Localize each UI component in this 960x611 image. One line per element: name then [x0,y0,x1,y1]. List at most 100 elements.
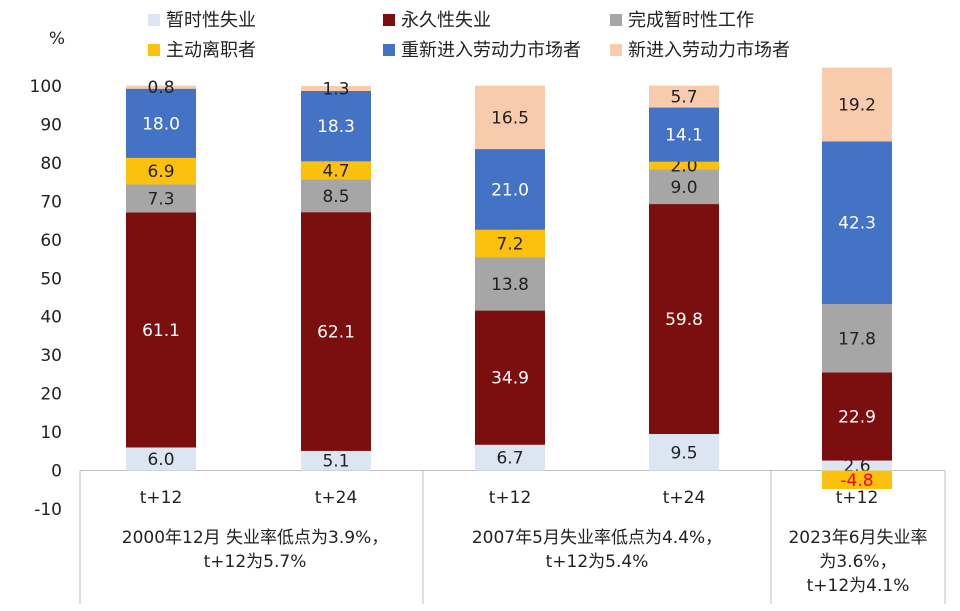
y-tick-label: 30 [40,346,62,366]
bar-segment [649,161,719,170]
y-tick-label: 80 [40,154,62,174]
category-label: t+24 [315,488,358,508]
category-label: t+12 [140,488,183,508]
group-label: t+12为4.1% [807,576,910,596]
legend-label: 永久性失业 [401,10,491,31]
data-label: 0.8 [147,78,174,98]
bar-segment [301,450,371,471]
category-label: t+12 [489,488,532,508]
bar-segment [126,212,196,448]
data-label: 34.9 [491,369,529,389]
y-tick-label: -10 [34,500,62,520]
legend-swatch [610,14,622,26]
y-axis: -10 0 10 20 30 40 50 60 70 80 90 100 [30,77,946,604]
y-tick-label: 100 [30,77,62,97]
data-label: -4.8 [840,471,873,491]
y-tick-label: 0 [51,462,62,482]
data-label: 42.3 [838,214,876,234]
legend-label: 新进入劳动力市场者 [628,40,790,61]
bar-segment [822,372,892,461]
bar-segment [822,470,892,490]
y-tick-label: 40 [40,308,62,328]
data-label: 8.5 [322,187,349,207]
y-unit-label: % [49,29,65,49]
data-label: 22.9 [838,408,876,428]
bar-segment [126,157,196,185]
bar-segment [126,88,196,158]
y-tick-label: 50 [40,269,62,289]
bar-segment [475,444,545,471]
bar-segment [301,179,371,213]
data-label: 9.5 [670,443,697,463]
data-label: 14.1 [665,126,703,146]
data-label: 5.7 [670,88,697,108]
data-label: 13.8 [491,275,529,295]
bar-segment [475,149,545,230]
bar-segment [649,434,719,471]
legend-swatch [610,44,622,56]
bar-segment [475,85,545,150]
category-label: t+24 [663,488,706,508]
data-label: 19.2 [838,95,876,115]
bar-segment [649,169,719,205]
data-label: 18.0 [142,114,180,134]
bar-segment [822,67,892,142]
bar-segment [301,86,371,91]
y-tick-label: 90 [40,115,62,135]
group-label: 2007年5月失业率低点为4.4%， [472,528,722,548]
category-label: t+12 [836,488,879,508]
data-label: 6.9 [147,162,174,182]
legend-swatch [383,14,395,26]
group-label: t+12为5.4% [546,552,649,572]
data-label: 1.3 [322,79,349,99]
bar-segment [301,161,371,180]
data-label: 4.7 [322,161,349,181]
data-label: 61.1 [142,321,180,341]
bar-segment [126,184,196,213]
bar-segment [301,90,371,162]
data-label: 9.0 [670,178,697,198]
bar-segment [301,212,371,451]
data-label: 17.8 [838,329,876,349]
bar-segment [649,107,719,162]
data-label: 7.3 [147,189,174,209]
group-label: t+12为5.7% [204,552,307,572]
data-label: 5.1 [322,452,349,472]
data-label: 7.2 [496,235,523,255]
data-label: 59.8 [665,310,703,330]
legend-swatch [148,44,160,56]
bar-segment [822,460,892,471]
legend-label: 主动离职者 [166,40,256,61]
data-label: 62.1 [317,323,355,343]
legend-swatch [148,14,160,26]
bar-segment [475,257,545,311]
group-label: 2000年12月 失业率低点为3.9%， [122,528,389,548]
bar-segment [649,204,719,435]
group-label: 2023年6月失业率 [788,528,927,548]
legend-label: 完成暂时性工作 [628,10,754,31]
bar-segment [649,85,719,108]
y-tick-label: 70 [40,192,62,212]
y-tick-label: 10 [40,423,62,443]
group-label: 为3.6%， [819,552,896,572]
y-tick-label: 20 [40,385,62,405]
y-tick-label: 60 [40,231,62,251]
legend-swatch [383,44,395,56]
data-label: 6.7 [496,449,523,469]
category-axis: t+12 t+24 t+12 t+24 t+12 2000年12月 失业率低点为3.9%，… [122,488,928,596]
bar-segment [126,85,196,89]
bar-segment [822,304,892,373]
data-label: 6.0 [147,450,174,470]
data-label: 18.3 [317,117,355,137]
data-label: 21.0 [491,180,529,200]
bars: 6.0 61.1 7.3 6.9 18.0 0.8 5.1 62.1 8.5 4.7 18.3 1.3… [126,67,892,491]
data-label: 16.5 [491,108,529,128]
bar-segment [126,447,196,471]
bar-segment [475,310,545,445]
legend-label: 暂时性失业 [166,10,256,31]
legend-label: 重新进入劳动力市场者 [401,40,581,61]
bar-segment [475,229,545,258]
